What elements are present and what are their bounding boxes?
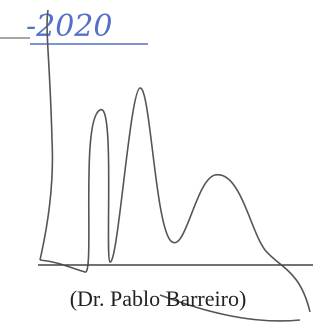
signature-block: -2020 (Dr. Pablo Barreiro) bbox=[0, 0, 313, 331]
signature-stroke bbox=[40, 10, 310, 321]
signatory-name: (Dr. Pablo Barreiro) bbox=[70, 286, 247, 311]
page: {"date": "-2020", "signature_name": "(Dr… bbox=[0, 0, 313, 331]
handwritten-date: -2020 bbox=[26, 9, 112, 44]
